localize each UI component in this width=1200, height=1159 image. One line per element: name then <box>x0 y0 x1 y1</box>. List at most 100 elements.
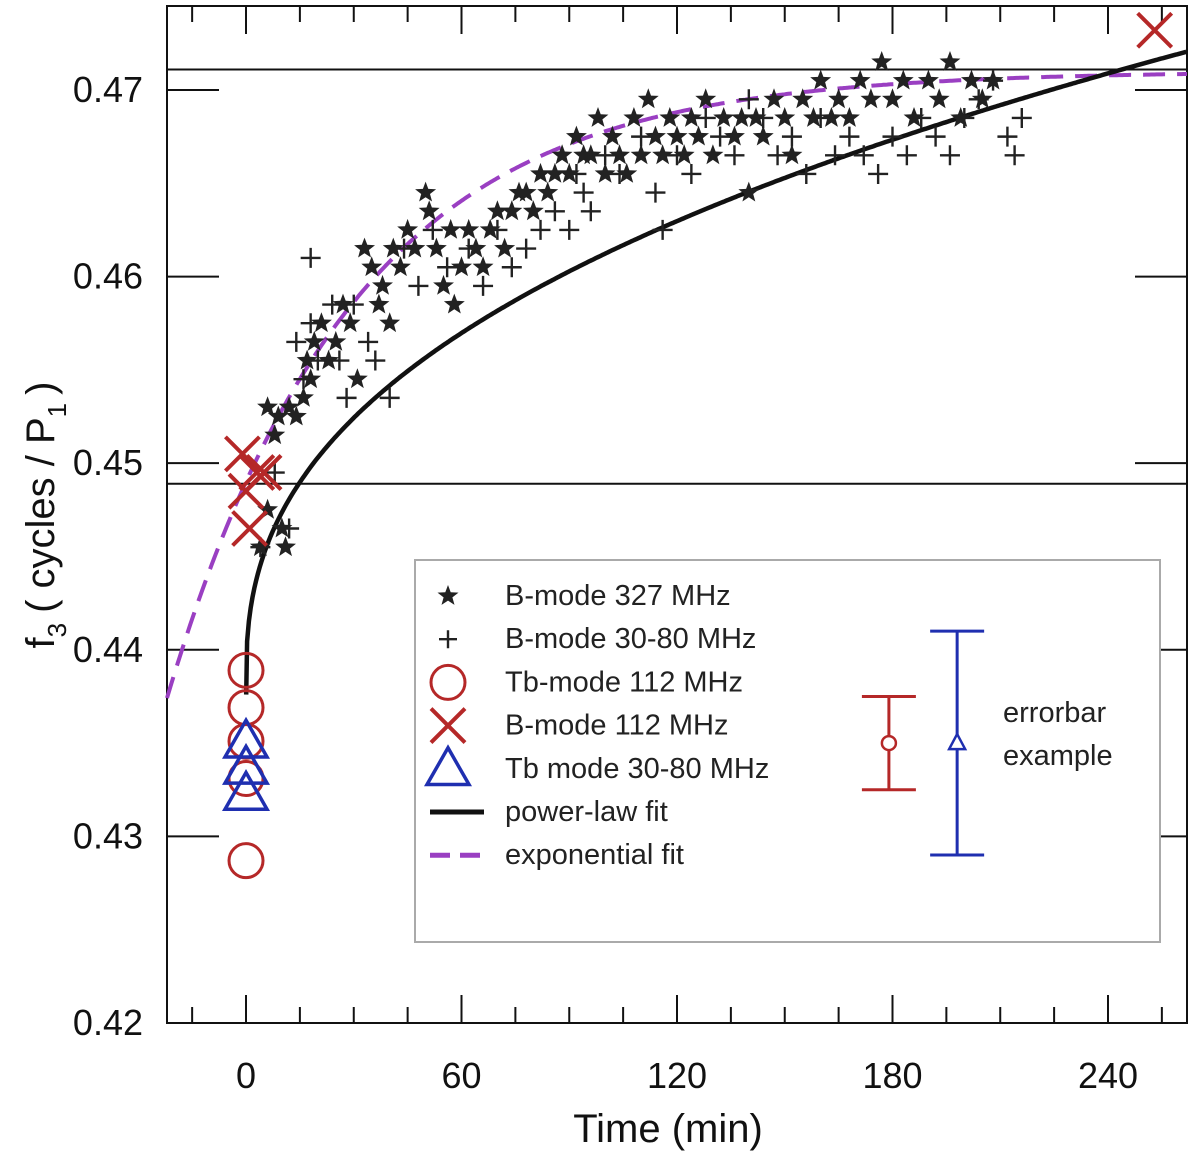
data-point-plus <box>487 219 508 240</box>
data-point-star <box>961 69 982 90</box>
data-point-star <box>939 51 961 71</box>
data-point-star <box>810 69 832 90</box>
data-point-star <box>537 181 559 202</box>
power-law-fit-line <box>243 49 1187 695</box>
data-point-star <box>472 256 494 277</box>
data-point-star <box>264 424 286 445</box>
data-point-plus <box>810 107 831 128</box>
data-point-star <box>774 107 796 127</box>
data-point-star <box>382 237 404 258</box>
y-axis-title: f3 ( cycles / P1) <box>19 382 72 649</box>
legend-items: B-mode 327 MHz B-mode 30-80 MHz Tb-mode 11… <box>423 580 769 871</box>
y-axis-title-close: ) <box>19 382 63 395</box>
data-point-plus <box>781 126 802 147</box>
data-point-plus <box>408 275 429 296</box>
y-axis-title-main: f <box>19 636 63 648</box>
data-point-plus <box>710 126 731 147</box>
exponential-fit-line <box>165 72 1187 699</box>
data-point-star <box>917 69 939 90</box>
series-x <box>224 11 1174 547</box>
data-point-star <box>318 349 340 370</box>
y-tick-label: 0.43 <box>73 815 143 856</box>
series-plus <box>250 70 1032 558</box>
x-tick-label: 0 <box>236 1055 256 1096</box>
data-point-star <box>828 88 850 109</box>
data-point-star <box>544 162 566 183</box>
data-point-plus <box>322 294 343 315</box>
data-point-plus <box>652 219 673 240</box>
data-point-plus <box>839 126 860 147</box>
reference-lines <box>167 68 1187 485</box>
data-point-star <box>601 125 623 146</box>
data-point-star <box>275 536 296 557</box>
data-point-plus <box>336 387 357 408</box>
legend-item: B-mode 327 MHz <box>437 580 731 612</box>
data-point-plus <box>394 238 415 259</box>
errorbar-blue-example <box>930 629 985 857</box>
data-point-plus <box>343 294 364 315</box>
data-point-star <box>458 218 480 239</box>
data-point-star <box>278 396 300 417</box>
data-point-star <box>404 237 426 258</box>
data-point-plus <box>695 107 716 128</box>
data-point-plus <box>1011 107 1032 128</box>
data-point-plus <box>825 145 846 166</box>
data-point-plus <box>437 257 458 278</box>
data-point-star <box>494 237 516 258</box>
data-point-star <box>680 107 702 127</box>
errorbar-marker <box>880 734 898 752</box>
data-point-star <box>587 107 609 127</box>
data-point-plus <box>738 89 759 110</box>
legend-item: power-law fit <box>430 796 668 828</box>
data-point-star <box>713 107 735 127</box>
legend-swatch-plus <box>439 630 457 649</box>
legend-box <box>414 559 1161 943</box>
data-point-star <box>296 349 318 370</box>
data-point-x <box>224 435 261 473</box>
legend-item: B-mode 112 MHz <box>429 707 729 745</box>
data-point-star <box>433 274 454 295</box>
legend-label: B-mode 112 MHz <box>505 710 729 742</box>
data-point-plus <box>544 201 565 222</box>
data-point-plus <box>753 107 774 128</box>
y-tick-label: 0.44 <box>73 629 143 670</box>
x-axis-title: Time (min) <box>573 1107 763 1151</box>
data-point-star <box>892 69 914 90</box>
data-point-star <box>724 125 745 146</box>
data-point-plus <box>307 350 328 371</box>
data-point-star <box>792 88 814 109</box>
data-point-star <box>882 88 903 109</box>
data-point-star <box>257 396 278 417</box>
legend-swatch-star <box>437 585 459 605</box>
data-point-star <box>332 293 354 314</box>
data-point-star <box>440 218 462 239</box>
data-point-star <box>609 144 630 165</box>
y-axis-title-sub: 3 <box>42 623 72 637</box>
data-point-star <box>645 125 666 146</box>
data-point-plus <box>939 145 960 166</box>
legend-item: Tb mode 30-80 MHz <box>423 744 769 787</box>
data-point-x <box>238 454 276 491</box>
data-point-plus <box>458 238 479 259</box>
data-point-star <box>860 88 882 109</box>
data-point-plus <box>853 145 874 166</box>
x-tick-label: 180 <box>862 1055 922 1096</box>
data-point-plus <box>279 518 300 539</box>
data-point-plus <box>422 219 443 240</box>
data-point-star <box>731 107 753 127</box>
data-point-plus <box>329 350 350 371</box>
data-point-plus <box>997 126 1018 147</box>
data-point-x <box>1136 11 1174 49</box>
data-point-star <box>390 256 411 277</box>
data-point-plus <box>516 238 537 259</box>
data-point-star <box>522 200 544 221</box>
data-point-star <box>695 88 717 109</box>
data-point-plus <box>559 219 580 240</box>
data-point-star <box>752 125 774 146</box>
errorbar-marker <box>947 731 968 751</box>
data-point-star <box>415 181 437 202</box>
legend-swatch-x <box>429 707 467 745</box>
data-point-star <box>418 200 440 221</box>
data-point-star <box>821 107 842 127</box>
